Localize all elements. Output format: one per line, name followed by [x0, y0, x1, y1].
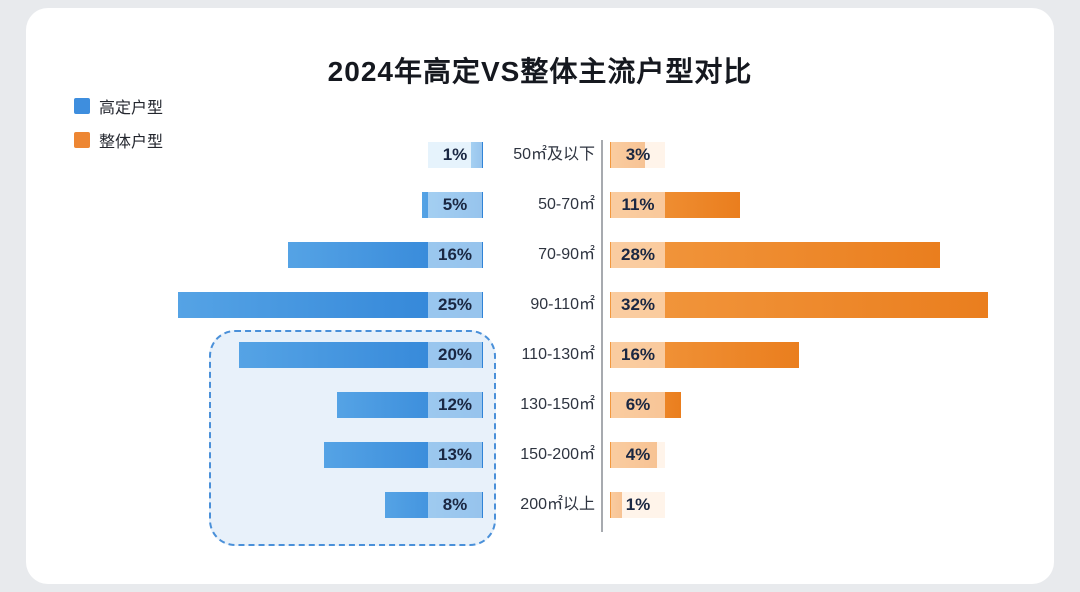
right-bar-zone: 32% — [610, 292, 1030, 318]
left-bar-zone: 5% — [170, 192, 483, 218]
left-bar-zone: 20% — [170, 342, 483, 368]
left-bar-zone: 13% — [170, 442, 483, 468]
chart-card: 2024年高定VS整体主流户型对比 高定户型 整体户型 1% 50㎡及以下 3% 5%… — [26, 8, 1054, 584]
right-value-label: 16% — [611, 342, 665, 368]
right-value-label: 3% — [611, 142, 665, 168]
category-label: 110-130㎡ — [521, 346, 595, 363]
right-bar-zone: 3% — [610, 142, 1030, 168]
category-label: 150-200㎡ — [520, 446, 595, 463]
right-value-label: 28% — [611, 242, 665, 268]
right-value-label: 1% — [611, 492, 665, 518]
left-value-label: 8% — [428, 492, 482, 518]
left-value-label: 16% — [428, 242, 482, 268]
right-bar — [610, 242, 940, 268]
right-bar-zone: 28% — [610, 242, 1030, 268]
chart-row: 5% 50-70㎡ 11% — [170, 180, 1030, 230]
left-value-label: 20% — [428, 342, 482, 368]
legend-item-custom: 高定户型 — [74, 94, 163, 118]
category-label: 130-150㎡ — [520, 396, 595, 413]
chart-row: 20% 110-130㎡ 16% — [170, 330, 1030, 380]
right-bar — [610, 292, 988, 318]
left-bar-zone: 8% — [170, 492, 483, 518]
legend-swatch-orange — [74, 132, 90, 148]
chart-row: 1% 50㎡及以下 3% — [170, 130, 1030, 180]
chart-rows: 1% 50㎡及以下 3% 5% 50-70㎡ 11% 16% 70-90㎡ 28% 25% 90-1… — [170, 130, 1030, 532]
left-value-label: 1% — [428, 142, 482, 168]
category-label: 50㎡及以下 — [513, 146, 595, 163]
right-bar-zone: 1% — [610, 492, 1030, 518]
left-bar-zone: 25% — [170, 292, 483, 318]
right-bar-zone: 6% — [610, 392, 1030, 418]
legend-item-overall: 整体户型 — [74, 128, 163, 152]
legend-label: 高定户型 — [99, 100, 164, 117]
left-value-label: 25% — [428, 292, 482, 318]
chart-row: 13% 150-200㎡ 4% — [170, 430, 1030, 480]
left-bar-zone: 16% — [170, 242, 483, 268]
left-bar-zone: 1% — [170, 142, 483, 168]
legend: 高定户型 整体户型 — [74, 94, 163, 152]
right-bar-zone: 4% — [610, 442, 1030, 468]
category-label: 50-70㎡ — [538, 196, 595, 213]
right-value-label: 6% — [611, 392, 665, 418]
chart-row: 16% 70-90㎡ 28% — [170, 230, 1030, 280]
right-value-label: 4% — [611, 442, 665, 468]
left-value-label: 13% — [428, 442, 482, 468]
legend-label: 整体户型 — [99, 134, 164, 151]
category-label: 70-90㎡ — [538, 246, 595, 263]
category-label: 90-110㎡ — [530, 296, 595, 313]
legend-swatch-blue — [74, 98, 90, 114]
right-value-label: 32% — [611, 292, 665, 318]
chart-row: 12% 130-150㎡ 6% — [170, 380, 1030, 430]
right-bar-zone: 16% — [610, 342, 1030, 368]
category-label: 200㎡以上 — [520, 496, 595, 513]
center-axis-divider — [601, 140, 603, 532]
right-value-label: 11% — [611, 192, 665, 218]
right-bar-zone: 11% — [610, 192, 1030, 218]
left-value-label: 5% — [428, 192, 482, 218]
left-value-label: 12% — [428, 392, 482, 418]
chart-row: 25% 90-110㎡ 32% — [170, 280, 1030, 330]
chart-row: 8% 200㎡以上 1% — [170, 480, 1030, 530]
left-bar-zone: 12% — [170, 392, 483, 418]
chart-title: 2024年高定VS整体主流户型对比 — [327, 56, 753, 87]
